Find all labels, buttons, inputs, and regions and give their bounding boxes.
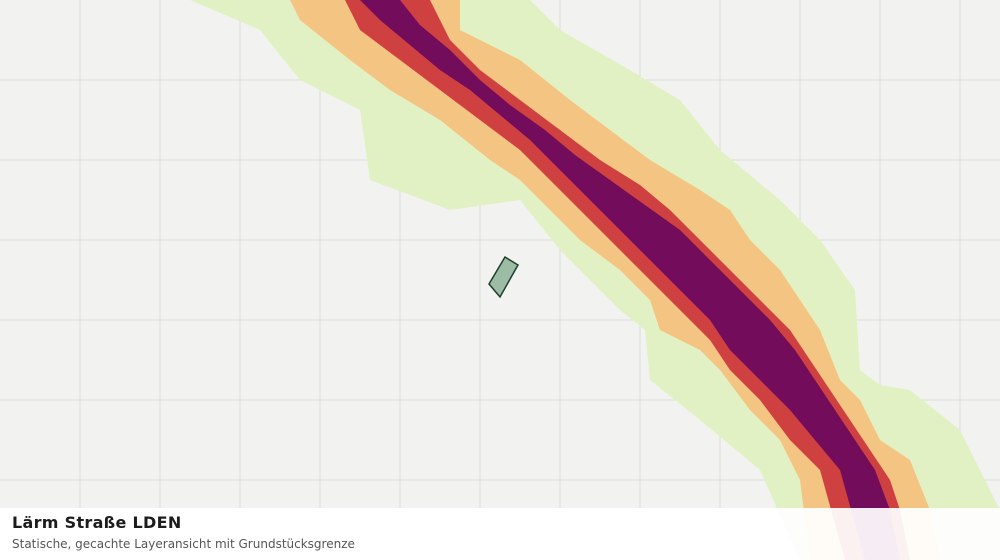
layer-subtitle: Statische, gecachte Layeransicht mit Gru… — [12, 537, 355, 551]
layer-title: Lärm Straße LDEN — [12, 513, 182, 532]
layer-caption: Lärm Straße LDEN Statische, gecachte Lay… — [0, 508, 1000, 560]
parcel-boundary[interactable] — [488, 255, 520, 299]
